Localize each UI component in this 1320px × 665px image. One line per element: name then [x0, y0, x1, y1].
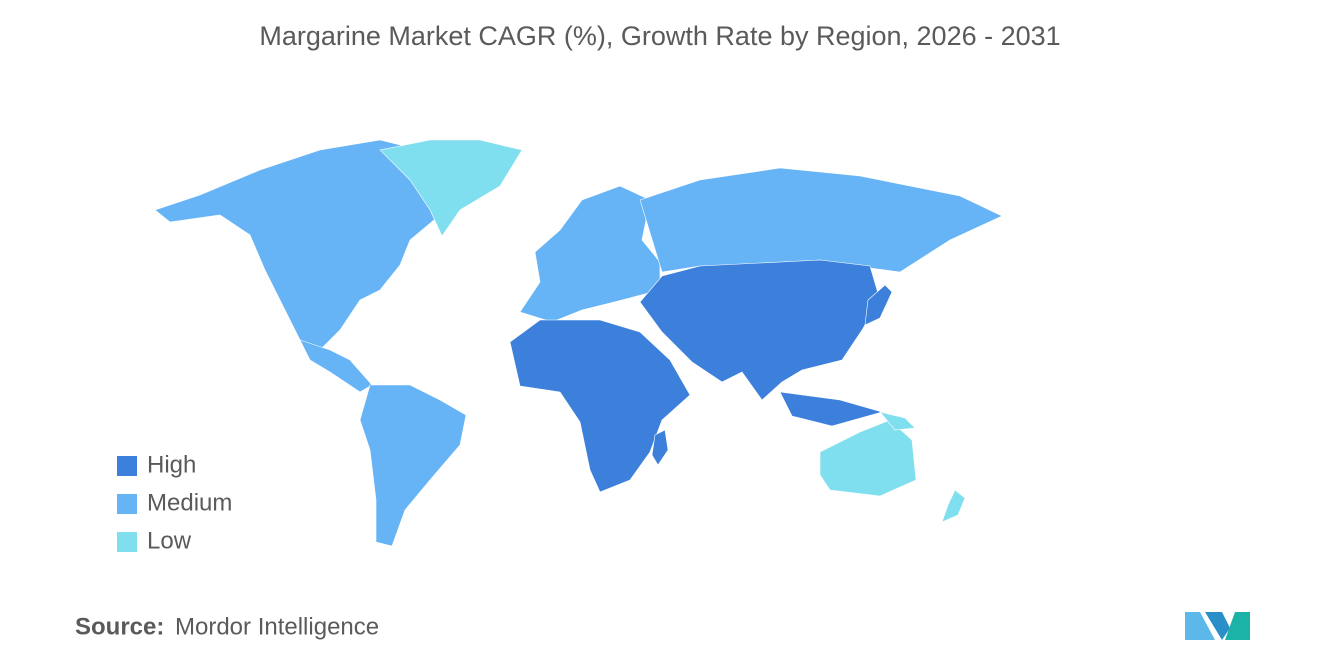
madagascar: [651, 429, 669, 466]
logo: [1185, 612, 1250, 640]
north-america: [154, 139, 441, 351]
legend-swatch: [117, 494, 137, 514]
australia: [819, 419, 917, 497]
south-east-asia: [779, 391, 884, 427]
logo-shape: [1205, 612, 1230, 640]
world-map: [154, 139, 1003, 547]
source-label: Source:: [75, 613, 164, 640]
legend-label: Medium: [147, 489, 232, 516]
logo-shape: [1225, 612, 1250, 640]
papua: [879, 411, 916, 431]
map-title: Margarine Market CAGR (%), Growth Rate b…: [259, 21, 1060, 51]
greenland: [379, 139, 523, 237]
legend-swatch: [117, 456, 137, 476]
asia: [639, 259, 881, 401]
africa: [509, 319, 691, 493]
south-america: [359, 384, 467, 547]
japan: [864, 284, 893, 326]
legend-swatch: [117, 532, 137, 552]
legend-label: High: [147, 451, 196, 478]
source-value: Mordor Intelligence: [175, 613, 379, 640]
logo-shape: [1185, 612, 1215, 640]
europe: [519, 185, 661, 323]
new-zealand: [941, 489, 966, 523]
russia: [639, 167, 1003, 273]
central-america: [299, 339, 373, 393]
legend-label: Low: [147, 527, 192, 554]
legend: High Medium Low: [117, 451, 232, 554]
